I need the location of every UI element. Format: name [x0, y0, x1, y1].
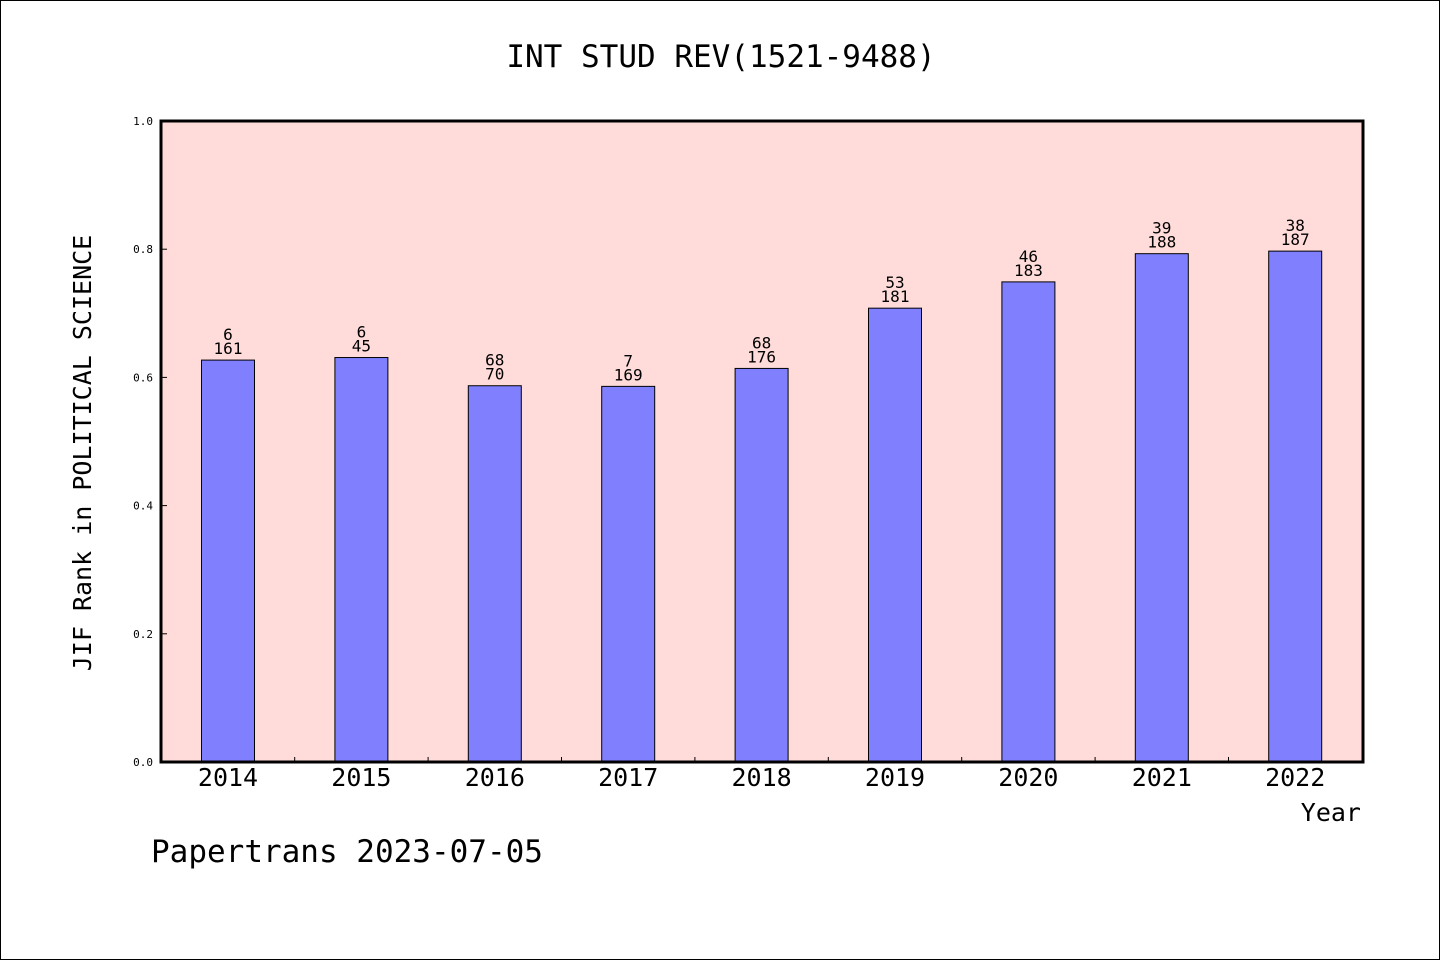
data-label-bottom-2022: 187: [1281, 230, 1310, 249]
data-label-top-2022: 38: [1286, 216, 1305, 235]
y-tick-label-1.0: 1.0: [133, 115, 153, 128]
y-axis-label: JIF Rank in POLITICAL SCIENCE: [68, 235, 97, 672]
bar-2014: [201, 359, 255, 763]
data-label-top-2014: 6: [223, 325, 233, 344]
x-tick-label-2021: 2021: [1132, 763, 1192, 792]
bar-2021: [1134, 253, 1189, 763]
y-tick-label-0.0: 0.0: [133, 756, 153, 769]
bar-2018: [734, 367, 789, 763]
bar-2022: [1268, 250, 1323, 763]
x-ticks-layer: 2014 2015 2016 2017 2018 2019 2020 2021 2022: [198, 757, 1325, 792]
x-tick-label-2019: 2019: [865, 763, 925, 792]
bar-2016: [467, 385, 522, 763]
chart-title: INT STUD REV(1521-9488): [506, 39, 935, 75]
footer-note: Papertrans 2023-07-05: [151, 834, 543, 870]
data-label-bottom-2017: 169: [614, 365, 643, 384]
y-tick-label-0.8: 0.8: [133, 243, 153, 256]
data-label-bottom-2014: 161: [214, 339, 243, 358]
data-label-bottom-2019: 181: [881, 287, 910, 306]
data-label-bottom-2016: 70: [485, 365, 504, 384]
data-label-top-2019: 53: [885, 273, 904, 292]
plot-border: [159, 119, 1365, 764]
y-tick-label-0.4: 0.4: [133, 500, 153, 513]
y-ticks-layer: 0.0 0.2 0.4 0.6 0.8 1.0: [133, 115, 167, 769]
data-label-top-2021: 39: [1152, 219, 1171, 238]
bar-2019: [868, 307, 922, 763]
y-tick-label-0.6: 0.6: [133, 371, 153, 384]
data-label-top-2015: 6: [357, 323, 367, 342]
y-tick-label-0.2: 0.2: [133, 628, 153, 641]
x-tick-label-2014: 2014: [198, 763, 258, 792]
x-tick-label-2016: 2016: [465, 763, 525, 792]
data-label-bottom-2020: 183: [1014, 261, 1043, 280]
x-tick-label-2017: 2017: [598, 763, 658, 792]
data-label-bottom-2021: 188: [1147, 233, 1176, 252]
x-tick-label-2022: 2022: [1265, 763, 1325, 792]
data-label-top-2017: 7: [623, 351, 633, 370]
data-label-top-2020: 46: [1019, 247, 1038, 266]
x-tick-label-2018: 2018: [731, 763, 791, 792]
x-tick-label-2015: 2015: [331, 763, 391, 792]
bar-2017: [601, 385, 656, 763]
data-label-bottom-2018: 176: [747, 347, 776, 366]
x-tick-label-2020: 2020: [998, 763, 1058, 792]
bars-layer: [201, 250, 1323, 763]
bar-2015: [334, 357, 389, 763]
data-label-bottom-2015: 45: [352, 337, 371, 356]
bar-2020: [1001, 281, 1056, 763]
data-label-top-2018: 68: [752, 333, 771, 352]
data-label-top-2016: 68: [485, 351, 504, 370]
x-axis-label: Year: [1301, 798, 1361, 827]
